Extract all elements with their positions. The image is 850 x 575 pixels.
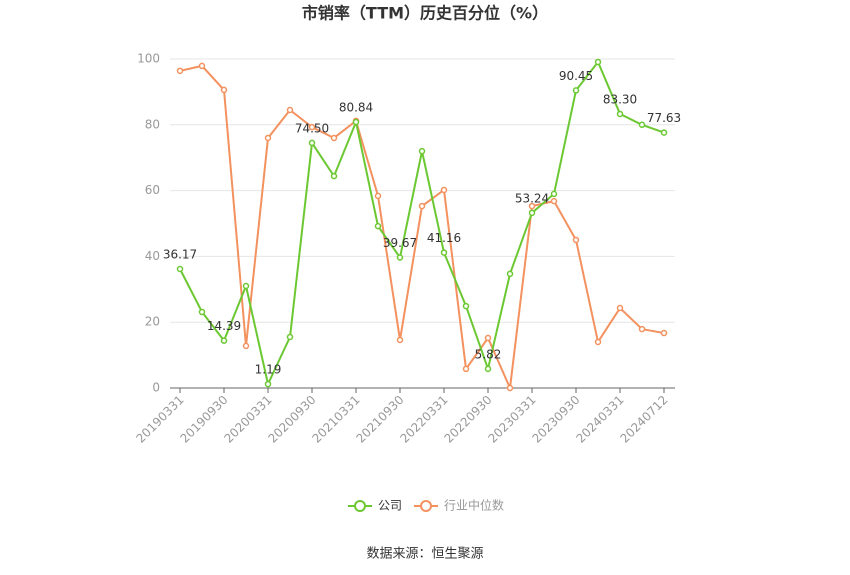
y-tick-label: 80 <box>145 117 160 131</box>
data-label: 1.19 <box>255 363 282 377</box>
data-point <box>660 129 668 136</box>
data-point <box>264 134 272 142</box>
data-point <box>176 265 184 273</box>
data-point <box>286 106 294 114</box>
data-point <box>462 302 470 310</box>
data-point <box>396 336 404 344</box>
legend-item[interactable]: 公司 <box>348 499 402 513</box>
legend-marker <box>420 500 432 512</box>
data-label: 77.63 <box>647 111 681 125</box>
x-tick-label: 20240712 <box>618 393 671 446</box>
legend-marker <box>354 500 366 512</box>
series-line <box>179 59 665 388</box>
data-point <box>506 384 514 392</box>
data-point <box>198 62 206 70</box>
data-point <box>418 202 426 210</box>
data-point <box>638 325 646 333</box>
data-point <box>440 186 448 194</box>
data-label: 36.17 <box>163 248 197 262</box>
data-point <box>286 333 294 341</box>
y-tick-label: 0 <box>152 381 160 395</box>
data-point <box>242 342 250 350</box>
data-label: 41.16 <box>427 231 461 245</box>
data-point <box>374 222 382 230</box>
series-line <box>179 64 665 392</box>
y-tick-label: 40 <box>145 249 160 263</box>
data-point <box>352 118 360 126</box>
data-label: 74.50 <box>295 121 329 135</box>
data-point <box>396 254 404 261</box>
data-point <box>572 236 580 244</box>
data-point <box>550 197 558 205</box>
legend-item[interactable]: 行业中位数 <box>414 498 504 513</box>
data-point <box>374 192 382 200</box>
data-label: 39.67 <box>383 236 417 250</box>
data-point <box>330 134 338 142</box>
data-point <box>616 110 624 118</box>
data-label: 5.82 <box>475 347 502 361</box>
data-label: 80.84 <box>339 101 373 115</box>
data-point <box>220 86 228 94</box>
data-point <box>484 365 492 373</box>
data-point <box>176 67 184 75</box>
data-point <box>550 190 558 198</box>
data-point <box>264 380 272 388</box>
data-point <box>638 121 646 129</box>
data-point <box>418 147 426 155</box>
data-point <box>594 58 602 66</box>
data-label: 53.24 <box>515 191 549 205</box>
source-note: 数据来源：恒生聚源 <box>366 547 483 562</box>
data-point <box>484 334 492 342</box>
data-point <box>594 338 602 346</box>
data-point <box>528 209 536 217</box>
y-tick-label: 20 <box>145 315 160 329</box>
data-point <box>242 282 250 290</box>
y-tick-label: 60 <box>145 183 160 197</box>
data-point <box>308 123 316 131</box>
data-point <box>660 329 668 337</box>
data-point <box>440 249 448 256</box>
y-tick-label: 100 <box>137 52 160 66</box>
data-point <box>528 202 536 210</box>
data-point <box>572 87 580 94</box>
data-point <box>462 365 470 373</box>
data-point <box>198 308 206 316</box>
data-point <box>330 172 338 180</box>
chart-title: 市销率（TTM）历史百分位（%） <box>302 4 548 23</box>
data-point <box>308 139 316 147</box>
data-label: 83.30 <box>603 92 637 106</box>
legend-label: 公司 <box>378 499 402 513</box>
data-label: 14.39 <box>207 319 241 333</box>
data-point <box>220 337 228 344</box>
legend-label: 行业中位数 <box>444 498 504 513</box>
data-point <box>616 304 624 312</box>
data-label: 90.45 <box>559 69 593 83</box>
data-point <box>506 270 514 278</box>
